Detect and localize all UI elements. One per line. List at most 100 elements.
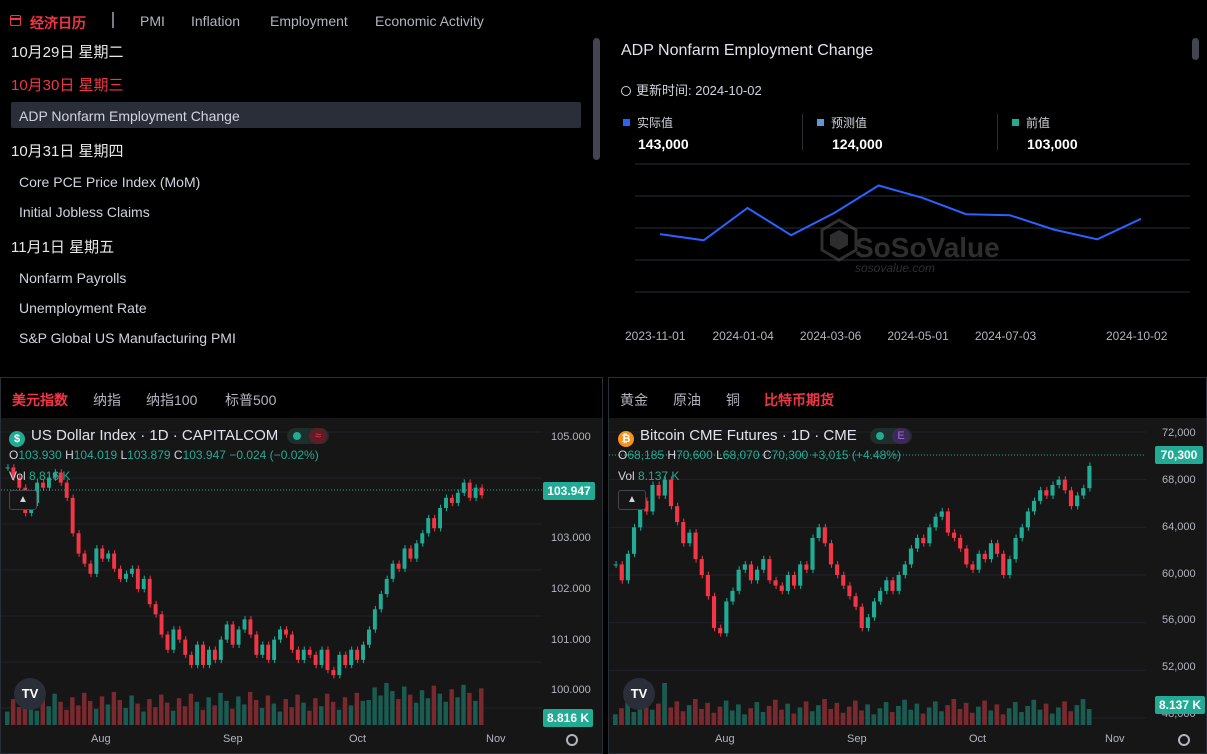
candle-body xyxy=(343,654,348,665)
symbol-title: ₿ Bitcoin CME Futures · 1D · CME xyxy=(618,427,857,447)
candle-body xyxy=(767,559,772,581)
candle-body xyxy=(853,596,858,607)
tab-nasdaq[interactable]: 纳指 xyxy=(93,392,121,408)
collapse-legend-button[interactable]: ▲ xyxy=(618,490,646,510)
tab-crude-oil[interactable]: 原油 xyxy=(673,392,701,408)
candlestick-canvas[interactable] xyxy=(1,418,602,753)
volume-bar xyxy=(1043,703,1049,725)
candle-body xyxy=(1031,500,1037,512)
candle-body xyxy=(1062,479,1067,491)
candle-body xyxy=(958,537,963,549)
symbol-title: $ US Dollar Index · 1D · CAPITALCOM xyxy=(9,427,278,447)
candle-body xyxy=(915,537,920,549)
volume-bar xyxy=(822,699,827,725)
tab-gold[interactable]: 黄金 xyxy=(620,392,648,408)
candle-body xyxy=(841,575,846,586)
tab-dollar-index[interactable]: 美元指数 xyxy=(12,392,68,408)
event-item-jobless-claims[interactable]: Initial Jobless Claims xyxy=(19,204,150,220)
volume-bar xyxy=(736,704,741,725)
volume-bar xyxy=(1000,714,1006,725)
event-item-core-pce[interactable]: Core PCE Price Index (MoM) xyxy=(19,174,201,190)
volume-bar xyxy=(951,699,957,725)
y-tick: 72,000 xyxy=(1162,427,1196,439)
volume-bar xyxy=(896,705,901,725)
volume-price-label: 8.137 K xyxy=(1155,696,1205,714)
selected-event-highlight[interactable] xyxy=(11,102,581,128)
candle-body xyxy=(1075,495,1080,507)
volume-bar xyxy=(224,700,229,725)
collapse-legend-button[interactable]: ▲ xyxy=(9,490,37,510)
volume-bar xyxy=(674,701,680,725)
symbol-name: Bitcoin CME Futures · 1D · CME xyxy=(640,427,857,444)
candle-body xyxy=(951,532,957,538)
x-axis-tick: 2024-03-06 xyxy=(799,329,862,343)
event-item-nonfarm-payrolls[interactable]: Nonfarm Payrolls xyxy=(19,270,127,286)
candle-body xyxy=(976,553,981,570)
tab-sp500[interactable]: 标普500 xyxy=(225,392,277,408)
volume-bar xyxy=(957,708,963,725)
candle-body xyxy=(135,568,140,589)
candlestick-canvas[interactable] xyxy=(609,418,1206,753)
volume-bar xyxy=(135,703,140,725)
event-item-adp[interactable]: ADP Nonfarm Employment Change xyxy=(19,108,240,124)
candle-body xyxy=(449,497,454,503)
candle-body xyxy=(742,564,747,570)
tradingview-logo-icon[interactable]: TV xyxy=(623,678,655,710)
tab-copper[interactable]: 铜 xyxy=(726,392,740,408)
candle-body xyxy=(847,585,852,597)
candle-body xyxy=(988,543,994,560)
volume-bar xyxy=(153,707,158,725)
volume-bar xyxy=(613,714,618,725)
volume-bar xyxy=(419,690,425,725)
volume-bar xyxy=(994,704,1000,725)
candle-body xyxy=(455,492,460,503)
tradingview-logo-icon[interactable]: TV xyxy=(14,678,46,710)
event-item-unemployment-rate[interactable]: Unemployment Rate xyxy=(19,300,147,316)
tab-economic-activity[interactable]: Economic Activity xyxy=(375,13,484,29)
calendar-icon xyxy=(10,15,21,26)
settings-gear-icon[interactable] xyxy=(566,734,578,746)
tab-inflation[interactable]: Inflation xyxy=(191,13,241,29)
candle-body xyxy=(1038,490,1043,501)
dollar-index-chart[interactable]: $ US Dollar Index · 1D · CAPITALCOM ≈ O10… xyxy=(1,418,602,753)
detail-scrollbar[interactable] xyxy=(1192,38,1199,60)
bitcoin-futures-chart[interactable]: ₿ Bitcoin CME Futures · 1D · CME E O68,18… xyxy=(609,418,1206,753)
tab-bitcoin-futures[interactable]: 比特币期货 xyxy=(764,392,834,408)
y-tick: 103.000 xyxy=(551,532,591,544)
candle-body xyxy=(307,649,312,655)
volume-bar xyxy=(58,701,63,725)
volume-bar xyxy=(933,701,938,725)
volume-bar xyxy=(865,704,870,725)
volume-bar xyxy=(1019,712,1024,725)
volume-bar xyxy=(859,710,864,725)
volume-bar xyxy=(699,708,704,725)
tab-nasdaq100[interactable]: 纳指100 xyxy=(146,392,198,408)
tab-employment[interactable]: Employment xyxy=(270,13,348,29)
tab-pmi[interactable]: PMI xyxy=(140,13,165,29)
tab-economic-calendar[interactable]: 经济日历 xyxy=(30,15,86,31)
candle-body xyxy=(112,553,117,569)
volume-bar xyxy=(265,695,271,725)
settings-gear-icon[interactable] xyxy=(1178,734,1190,746)
volume-bar xyxy=(1006,708,1012,725)
clock-icon xyxy=(621,86,631,96)
calendar-scrollbar[interactable] xyxy=(593,38,600,160)
candle-body xyxy=(153,604,158,615)
volume-bar xyxy=(22,694,28,725)
candle-body xyxy=(272,639,277,660)
volume-bar xyxy=(46,706,51,725)
candle-body xyxy=(902,564,907,575)
event-item-sp-manufacturing-pmi[interactable]: S&P Global US Manufacturing PMI xyxy=(19,330,236,346)
volume-bar xyxy=(194,701,200,725)
candle-body xyxy=(5,467,10,469)
candle-body xyxy=(218,639,223,660)
candle-body xyxy=(662,479,667,496)
status-pill[interactable]: E xyxy=(870,428,912,444)
symbol-name: US Dollar Index · 1D · CAPITALCOM xyxy=(31,427,279,444)
volume-bar xyxy=(717,706,723,725)
candle-body xyxy=(693,532,698,560)
volume-bar xyxy=(963,702,969,725)
volume-bar xyxy=(1056,707,1061,725)
candle-body xyxy=(964,548,969,565)
status-pill[interactable]: ≈ xyxy=(287,428,329,444)
